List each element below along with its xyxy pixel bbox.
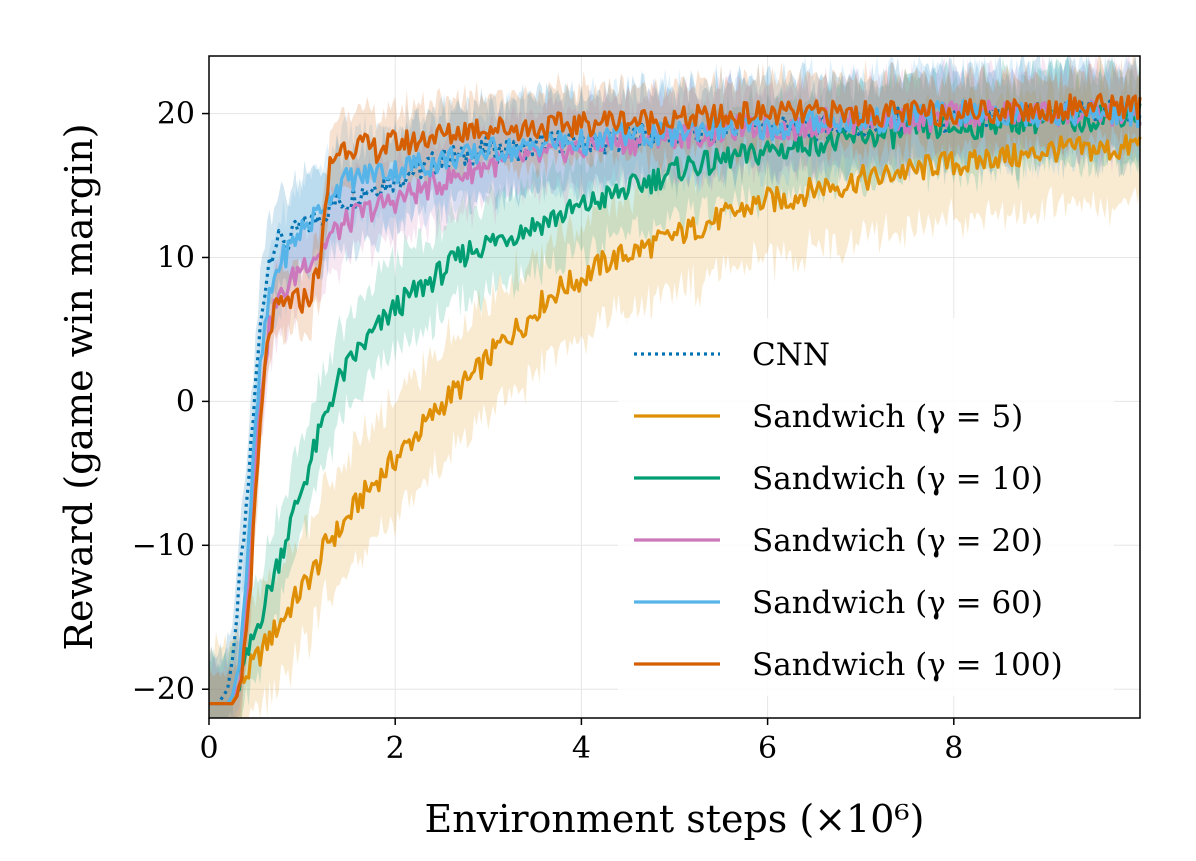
series-band [209,56,1140,718]
y-tick-label: −10 [132,528,195,563]
legend-label: Sandwich (γ = 100) [752,647,1063,683]
y-tick-label: 20 [157,97,195,132]
series-band [209,56,1140,718]
y-tick-label: 10 [157,240,195,275]
legend-label: Sandwich (γ = 60) [752,585,1043,621]
series-lines [209,92,1142,706]
legend-box [618,318,1114,696]
legend-label: Sandwich (γ = 10) [752,461,1043,497]
series-band [209,56,1140,718]
series-line [209,134,1142,706]
axis-ticks: 0 2 4 6 8 −20 −10 0 10 20 [132,97,964,766]
legend: CNN Sandwich (γ = 5) Sandwich (γ = 10) Sand… [618,318,1114,696]
legend-label: Sandwich (γ = 5) [752,399,1023,435]
x-tick-label: 8 [944,731,963,766]
plot-frame [208,55,1141,719]
y-axis-label: Reward (game win margin) [57,123,101,650]
confidence-bands [209,56,1140,719]
legend-label: Sandwich (γ = 20) [752,523,1043,559]
series-band [209,68,1140,719]
legend-label: CNN [752,337,830,373]
series-band [209,56,1140,718]
x-tick-label: 2 [386,731,405,766]
y-tick-label: 0 [176,384,195,419]
x-axis-label: Environment steps (×10⁶) [425,797,925,841]
y-tick-label: −20 [132,672,195,707]
x-tick-label: 4 [572,731,591,766]
series-line [209,92,1142,706]
x-tick-label: 6 [758,731,777,766]
series-band [209,56,1140,718]
x-tick-label: 0 [199,731,218,766]
